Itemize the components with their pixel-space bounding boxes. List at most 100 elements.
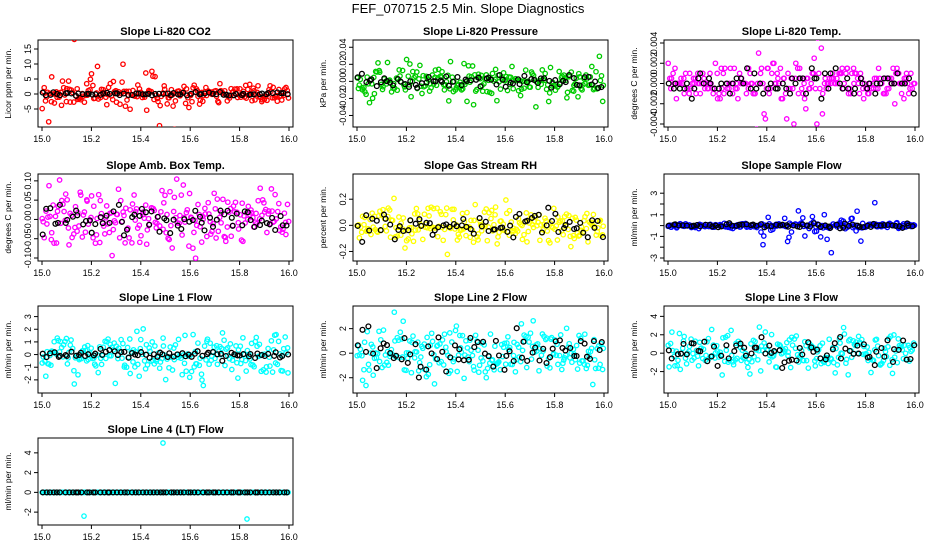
data-point [811,75,818,82]
data-point [443,73,450,80]
x-tick-label: 15.2 [83,134,101,144]
data-point [740,80,747,87]
data-point [398,220,405,226]
data-point [138,205,145,212]
data-point [598,84,605,91]
data-point [865,90,872,97]
data-point [545,98,552,105]
x-tick-label: 15.8 [546,134,564,144]
data-point [123,364,130,371]
data-point [894,70,901,77]
data-point [80,212,87,218]
data-point [860,95,867,102]
data-point [776,80,782,87]
data-point [908,70,914,77]
data-point [195,201,201,208]
data-point [182,353,189,360]
data-point [251,363,257,370]
data-point [440,237,447,244]
y-tick-label: -0.004 [649,111,659,137]
data-point [41,84,48,91]
data-point [474,338,480,344]
data-point [488,207,495,214]
data-point [407,217,414,224]
panel-title: Slope Sample Flow [741,160,842,172]
data-point [526,339,532,345]
data-point [117,489,124,496]
data-point [696,339,703,346]
data-point [363,382,369,389]
data-point [734,355,740,362]
data-point [516,210,523,217]
data-point [122,240,128,246]
data-point [528,76,535,83]
data-point [774,70,781,77]
data-point [64,196,71,203]
data-point [762,329,769,335]
data-point [718,65,725,72]
data-point [438,78,445,85]
x-tick-label: 15.6 [807,134,825,144]
data-point [218,219,224,226]
data-point [178,225,185,233]
data-point [189,217,196,224]
data-point [272,226,279,234]
data-point [460,215,467,223]
data-point [405,236,412,242]
data-point [570,75,577,82]
data-point [177,91,184,98]
data-point [279,353,286,360]
data-point [502,83,509,90]
data-point [109,252,115,259]
data-point [736,70,743,77]
data-point [407,78,414,85]
data-point [172,126,177,127]
data-point [202,205,208,212]
data-point [824,236,830,243]
data-point [869,80,876,87]
data-point [779,80,786,87]
data-point [849,215,855,222]
data-point [192,207,199,214]
data-point [683,360,690,367]
data-point [246,81,253,88]
data-point [258,217,265,224]
data-point [263,369,269,375]
data-point [899,347,906,353]
data-point [42,373,49,380]
data-point [376,358,383,365]
data-point [677,366,684,373]
x-tick-label: 15.4 [132,400,150,410]
data-point [785,349,792,355]
data-point [56,201,63,208]
data-point [85,90,92,97]
data-point [152,90,159,97]
data-point [492,204,499,210]
data-point [408,93,414,100]
data-point [889,222,896,229]
data-point [162,376,169,383]
data-point [766,90,773,97]
data-point [524,217,531,224]
data-point [39,215,46,222]
data-point [575,70,582,77]
data-point [143,489,150,496]
data-point [435,334,442,341]
x-tick-label: 15.6 [496,400,514,410]
data-point [97,489,104,496]
data-point [207,231,214,237]
data-point [389,217,396,224]
data-point [506,207,513,214]
data-point [122,103,129,110]
y-tick-label: -1 [649,232,659,240]
data-point [832,65,839,72]
data-point [772,349,778,355]
data-point [204,336,211,343]
data-point [140,209,146,215]
data-point [587,348,594,355]
data-point [75,489,82,496]
data-point [566,212,572,219]
data-point [811,55,818,62]
data-point [139,489,147,496]
data-point [240,334,246,341]
